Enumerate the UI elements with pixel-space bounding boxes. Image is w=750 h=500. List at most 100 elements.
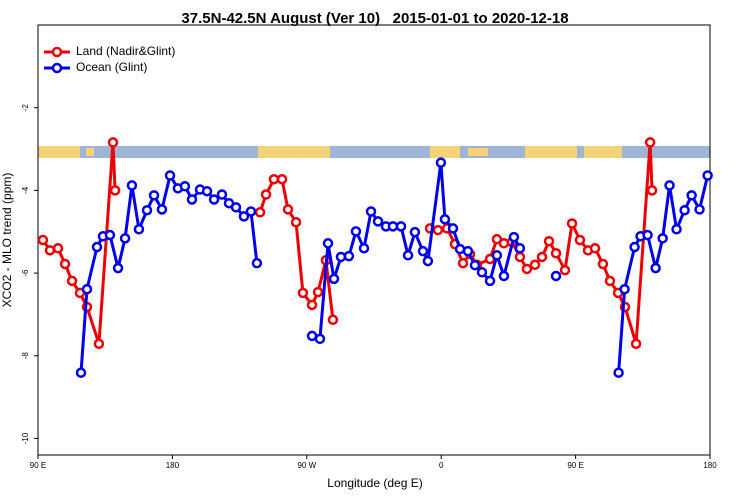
marker xyxy=(694,204,705,215)
marker xyxy=(514,251,526,263)
marker xyxy=(208,194,220,205)
y-axis-label: XCO2 - MLO trend (ppm) xyxy=(0,173,14,308)
marker xyxy=(260,189,272,200)
marker xyxy=(112,262,124,274)
marker xyxy=(343,250,355,262)
legend-label: Ocean (Glint) xyxy=(76,60,147,74)
y-tick-label: -4 xyxy=(21,186,30,194)
marker xyxy=(514,243,526,254)
marker xyxy=(290,216,302,228)
marker xyxy=(327,314,339,326)
marker xyxy=(282,204,294,215)
marker xyxy=(521,263,533,275)
x-tick-label: 90 E xyxy=(567,461,583,470)
marker xyxy=(156,204,168,215)
land-strip xyxy=(86,148,94,156)
marker xyxy=(498,270,510,282)
legend-label: Land (Nadir&Glint) xyxy=(76,44,175,58)
marker xyxy=(107,137,119,148)
marker xyxy=(238,211,250,222)
y-tick-label: -2 xyxy=(21,104,30,112)
marker xyxy=(276,173,288,185)
marker xyxy=(630,338,642,350)
marker xyxy=(644,137,656,148)
marker xyxy=(619,283,630,295)
marker xyxy=(109,185,121,196)
marker xyxy=(52,243,64,254)
marker xyxy=(469,259,481,271)
marker xyxy=(671,224,682,235)
marker xyxy=(66,275,78,287)
marker xyxy=(148,190,160,201)
marker xyxy=(435,157,447,168)
marker xyxy=(439,214,451,225)
marker xyxy=(141,204,153,216)
x-tick-label: 90 W xyxy=(297,461,316,470)
marker xyxy=(498,238,510,249)
land-strip xyxy=(584,146,622,158)
marker xyxy=(657,233,668,244)
marker xyxy=(543,235,555,247)
y-tick-label: -10 xyxy=(21,432,30,444)
x-tick-label: 90 E xyxy=(30,461,46,470)
marker xyxy=(409,226,421,238)
legend-marker xyxy=(51,62,63,74)
marker xyxy=(417,245,429,257)
marker xyxy=(529,259,541,271)
marker xyxy=(93,338,105,350)
marker xyxy=(613,367,624,378)
marker xyxy=(81,283,93,295)
marker xyxy=(646,185,658,196)
marker xyxy=(104,229,116,241)
marker xyxy=(395,221,407,232)
x-axis-label: Longitude (deg E) xyxy=(327,476,422,490)
marker xyxy=(686,190,697,201)
marker xyxy=(216,189,228,200)
marker xyxy=(358,243,370,254)
marker xyxy=(491,250,503,261)
marker xyxy=(550,270,562,282)
land-strip xyxy=(525,146,577,158)
marker xyxy=(550,247,562,259)
marker xyxy=(91,241,103,253)
marker xyxy=(422,255,434,267)
marker xyxy=(297,287,309,299)
marker xyxy=(597,258,609,270)
marker xyxy=(245,206,257,217)
marker xyxy=(230,202,242,213)
marker xyxy=(314,333,326,345)
y-tick-label: -8 xyxy=(21,352,30,360)
marker xyxy=(387,221,399,232)
marker xyxy=(37,234,49,246)
marker xyxy=(322,238,334,249)
marker xyxy=(559,264,571,276)
marker xyxy=(254,207,266,218)
land-strip xyxy=(430,146,460,158)
legend-marker xyxy=(51,46,63,58)
marker xyxy=(536,251,548,263)
marker xyxy=(186,194,198,205)
marker xyxy=(629,241,640,253)
marker xyxy=(251,257,263,269)
marker xyxy=(664,180,675,191)
marker xyxy=(75,367,87,378)
marker xyxy=(432,224,444,236)
x-tick-label: 180 xyxy=(703,461,717,470)
marker xyxy=(447,223,459,234)
marker xyxy=(508,231,520,243)
marker xyxy=(604,275,616,287)
land-strip xyxy=(38,146,80,158)
chart-title: 37.5N-42.5N August (Ver 10) 2015-01-01 t… xyxy=(181,10,568,27)
marker xyxy=(312,286,324,298)
marker xyxy=(179,181,191,192)
marker xyxy=(372,216,384,227)
marker xyxy=(679,204,690,216)
marker xyxy=(476,267,488,278)
land-ocean-strip xyxy=(38,146,710,158)
marker xyxy=(462,245,474,257)
marker xyxy=(328,273,340,285)
marker xyxy=(650,262,661,274)
marker xyxy=(268,173,280,185)
